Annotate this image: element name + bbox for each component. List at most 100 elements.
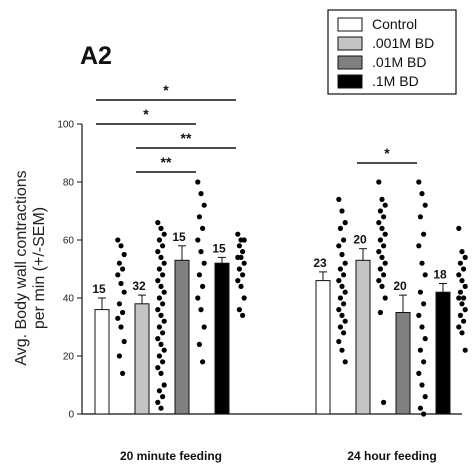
significance-label-3: ** bbox=[161, 154, 172, 170]
point-3-1-4 bbox=[461, 266, 467, 272]
group-labels: 20 minute feeding 24 hour feeding bbox=[120, 449, 437, 463]
point-0-0-2 bbox=[121, 251, 127, 258]
point-1-1-0 bbox=[376, 179, 382, 185]
point-1-0-13 bbox=[156, 295, 162, 301]
point-1-1-12 bbox=[382, 260, 388, 266]
point-1-1-2 bbox=[382, 202, 388, 208]
point-0-0-13 bbox=[116, 353, 122, 359]
point-1-0-24 bbox=[160, 359, 166, 365]
point-1-1-5 bbox=[376, 220, 382, 226]
point-0-0-3 bbox=[116, 260, 122, 266]
significance-label-2: ** bbox=[181, 130, 192, 146]
y-tick-label-40: 40 bbox=[63, 294, 75, 305]
point-0-1-10 bbox=[336, 278, 342, 284]
point-0-1-4 bbox=[341, 237, 347, 243]
significance-brackets: ******* bbox=[96, 82, 417, 173]
bar-1-0 bbox=[134, 303, 150, 415]
point-1-1-13 bbox=[377, 266, 383, 272]
point-0-0-9 bbox=[120, 309, 126, 316]
point-1-1-8 bbox=[377, 237, 383, 243]
point-1-0-16 bbox=[158, 312, 164, 318]
n-label-1-1: 20 bbox=[353, 233, 367, 247]
point-2-1-9 bbox=[421, 301, 427, 307]
point-0-0-0 bbox=[115, 237, 121, 243]
legend-swatch-2 bbox=[337, 55, 363, 70]
point-3-1-5 bbox=[456, 272, 462, 278]
point-2-0-2 bbox=[201, 202, 207, 208]
y-tick-label-20: 20 bbox=[63, 352, 75, 363]
point-3-1-10 bbox=[456, 295, 462, 301]
legend-swatch-3 bbox=[337, 74, 363, 89]
point-2-0-10 bbox=[195, 295, 201, 301]
point-0-1-6 bbox=[339, 251, 345, 258]
n-label-2-0: 15 bbox=[172, 230, 186, 244]
point-1-0-21 bbox=[158, 341, 164, 347]
point-1-0-4 bbox=[160, 243, 166, 249]
point-2-1-1 bbox=[419, 191, 425, 197]
point-1-0-25 bbox=[155, 365, 161, 371]
point-1-1-15 bbox=[376, 278, 382, 284]
point-0-1-8 bbox=[337, 266, 343, 272]
y-axis-label-line2: per min (+/-SEM) bbox=[31, 207, 48, 329]
point-3-0-9 bbox=[240, 272, 246, 278]
point-3-0-2 bbox=[241, 237, 247, 243]
point-1-1-6 bbox=[379, 225, 385, 231]
point-2-1-19 bbox=[421, 411, 427, 417]
point-1-1-19 bbox=[381, 399, 387, 405]
n-label-0-0: 15 bbox=[92, 282, 106, 296]
legend-label-3: .1M BD bbox=[372, 73, 419, 89]
point-2-0-0 bbox=[195, 179, 201, 185]
point-2-0-5 bbox=[195, 237, 201, 243]
y-tick-label-100: 100 bbox=[57, 120, 74, 131]
point-1-1-9 bbox=[381, 243, 387, 249]
point-3-1-2 bbox=[462, 254, 468, 260]
point-3-1-11 bbox=[459, 301, 465, 307]
n-label-1-0: 32 bbox=[132, 279, 146, 293]
point-0-1-11 bbox=[339, 283, 345, 289]
legend: Control .001M BD .01M BD .1M BD bbox=[327, 9, 457, 95]
point-0-0-12 bbox=[121, 338, 127, 345]
point-2-0-7 bbox=[201, 260, 207, 266]
point-0-1-13 bbox=[337, 295, 343, 301]
point-1-1-4 bbox=[381, 214, 387, 220]
point-2-1-8 bbox=[417, 289, 423, 295]
n-label-3-0: 15 bbox=[212, 241, 226, 255]
point-1-1-1 bbox=[379, 196, 385, 202]
point-3-1-16 bbox=[459, 330, 465, 336]
bar-0-0 bbox=[94, 309, 110, 415]
point-2-1-15 bbox=[416, 370, 422, 376]
point-3-0-14 bbox=[240, 312, 246, 318]
point-2-1-16 bbox=[419, 382, 425, 388]
point-2-1-3 bbox=[417, 214, 423, 220]
significance-label-4: * bbox=[384, 145, 390, 161]
point-1-0-1 bbox=[158, 225, 164, 231]
point-1-0-10 bbox=[155, 278, 161, 284]
point-0-1-9 bbox=[341, 272, 347, 278]
point-3-0-4 bbox=[240, 249, 246, 255]
point-0-1-1 bbox=[339, 208, 345, 214]
point-1-0-19 bbox=[160, 330, 166, 336]
point-1-1-18 bbox=[377, 309, 383, 316]
point-0-1-14 bbox=[341, 301, 347, 307]
point-3-1-3 bbox=[457, 260, 463, 266]
point-2-0-14 bbox=[200, 359, 206, 365]
y-tick-label-80: 80 bbox=[63, 178, 75, 189]
group-label-0: 20 minute feeding bbox=[120, 449, 222, 463]
point-1-1-7 bbox=[382, 231, 388, 237]
point-0-0-4 bbox=[120, 266, 126, 272]
point-3-1-8 bbox=[457, 289, 463, 295]
point-2-1-17 bbox=[422, 394, 428, 400]
legend-swatch-1 bbox=[337, 36, 363, 51]
point-3-0-11 bbox=[238, 283, 244, 289]
point-3-1-13 bbox=[457, 312, 463, 318]
point-1-0-9 bbox=[160, 272, 166, 278]
bar-2-0 bbox=[174, 259, 190, 415]
point-1-0-26 bbox=[158, 370, 164, 376]
point-1-0-15 bbox=[155, 307, 161, 313]
point-0-0-10 bbox=[115, 315, 121, 321]
point-0-0-8 bbox=[116, 301, 122, 307]
legend-label-0: Control bbox=[372, 16, 417, 32]
point-3-0-0 bbox=[235, 231, 241, 237]
point-2-1-18 bbox=[417, 405, 423, 411]
point-1-1-16 bbox=[379, 283, 385, 289]
